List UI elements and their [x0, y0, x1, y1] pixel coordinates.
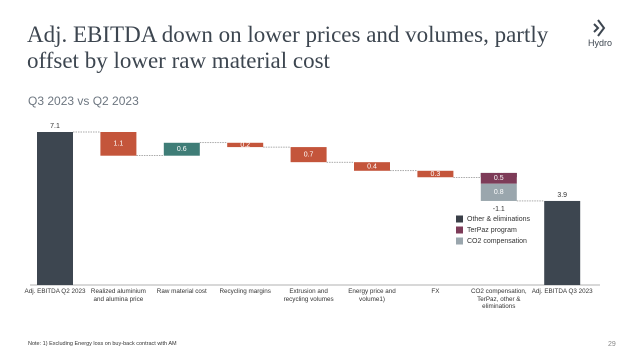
bar-segment [480, 172, 517, 184]
logo-icon [593, 19, 606, 37]
legend-swatch [456, 226, 463, 234]
x-tick-label: Adj. EBITDA Q3 2023 [531, 288, 593, 295]
legend-label: CO2 compensation [467, 238, 527, 245]
logo: Hydro [588, 38, 613, 48]
bar [290, 147, 327, 163]
legend-label: TerPaz program [467, 227, 517, 234]
bar [227, 142, 264, 148]
legend-swatch [456, 237, 463, 245]
value-label: 0.8 [494, 189, 504, 196]
title: Adj. EBITDA down on lower prices and vol… [27, 22, 549, 73]
legend-label: Other & eliminations [467, 216, 531, 223]
value-label: 0.3 [431, 171, 441, 178]
bar [100, 132, 137, 156]
bar [417, 170, 454, 178]
value-label: 0.7 [304, 151, 314, 158]
x-tick-label: Recycling margins [219, 288, 271, 295]
legend-swatch [456, 215, 463, 223]
subtitle: Q3 2023 vs Q2 2023 [28, 94, 139, 108]
x-tick-label: Energy price and volume1) [348, 288, 396, 303]
x-tick-label: Realized aluminium and alumina price [90, 288, 146, 303]
value-label: 3.9 [557, 192, 567, 199]
bar [37, 132, 73, 285]
bar-segment [480, 183, 517, 201]
value-label: -1.1 [493, 206, 505, 213]
note: Note: 1) Excluding Energy loss on buy-ba… [28, 341, 177, 347]
bar [163, 142, 200, 156]
x-tick-label: CO2 compensation, TerPaz, other & elimin… [470, 288, 527, 310]
value-label: 0.6 [177, 146, 187, 153]
x-tick-label: Raw material cost [156, 288, 207, 295]
value-label: 7.1 [50, 123, 60, 130]
x-tick-label: Adj. EBITDA Q2 2023 [24, 288, 86, 295]
value-label: 0.5 [494, 175, 504, 182]
bar [544, 200, 581, 285]
page-number: 29 [608, 341, 616, 348]
value-label: 0.4 [367, 163, 377, 170]
x-tick-label: Extrusion and recycling volumes [283, 288, 334, 303]
bar [354, 162, 390, 171]
value-label: 1.1 [114, 141, 124, 148]
value-label: 0.2 [240, 142, 250, 149]
x-tick-label: FX [431, 288, 440, 295]
